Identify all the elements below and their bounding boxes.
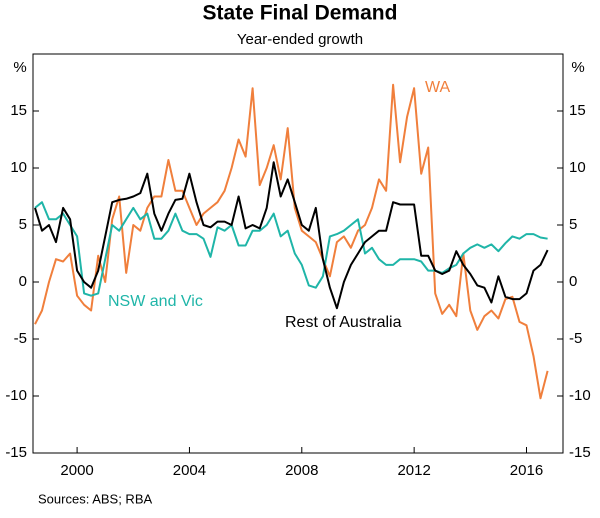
x-tick-label: 2000 xyxy=(60,462,93,479)
plot-frame xyxy=(32,53,564,454)
x-tick-label: 2008 xyxy=(285,462,318,479)
y-tick-label-left: 5 xyxy=(19,216,27,233)
y-tick-label-right: 10 xyxy=(569,159,586,176)
x-tick-label: 2012 xyxy=(397,462,430,479)
y-tick-label-right: -5 xyxy=(569,330,582,347)
chart-subtitle: Year-ended growth xyxy=(237,31,363,48)
y-tick-label-left: -5 xyxy=(14,330,27,347)
series-label: WA xyxy=(425,79,451,96)
source-note: Sources: ABS; RBA xyxy=(38,491,152,506)
x-tick-label: 2016 xyxy=(510,462,543,479)
y-tick-label-right: -10 xyxy=(569,387,591,404)
y-unit-left: % xyxy=(13,59,26,76)
series-label: Rest of Australia xyxy=(285,314,402,331)
y-unit-right: % xyxy=(571,59,584,76)
series-line xyxy=(34,201,548,297)
y-tick-label-left: 0 xyxy=(19,273,27,290)
y-tick-label-left: 10 xyxy=(10,159,27,176)
y-tick-label-right: 5 xyxy=(569,216,577,233)
series-line xyxy=(34,161,549,310)
series-label: NSW and Vic xyxy=(108,293,203,310)
y-tick-label-left: -10 xyxy=(5,387,27,404)
chart-title: State Final Demand xyxy=(203,2,398,25)
y-tick-label-left: 15 xyxy=(10,102,27,119)
y-tick-label-right: -15 xyxy=(569,444,591,461)
x-tick-label: 2004 xyxy=(173,462,206,479)
y-tick-label-right: 15 xyxy=(569,102,586,119)
y-tick-label-left: -15 xyxy=(5,444,27,461)
y-tick-label-right: 0 xyxy=(569,273,577,290)
